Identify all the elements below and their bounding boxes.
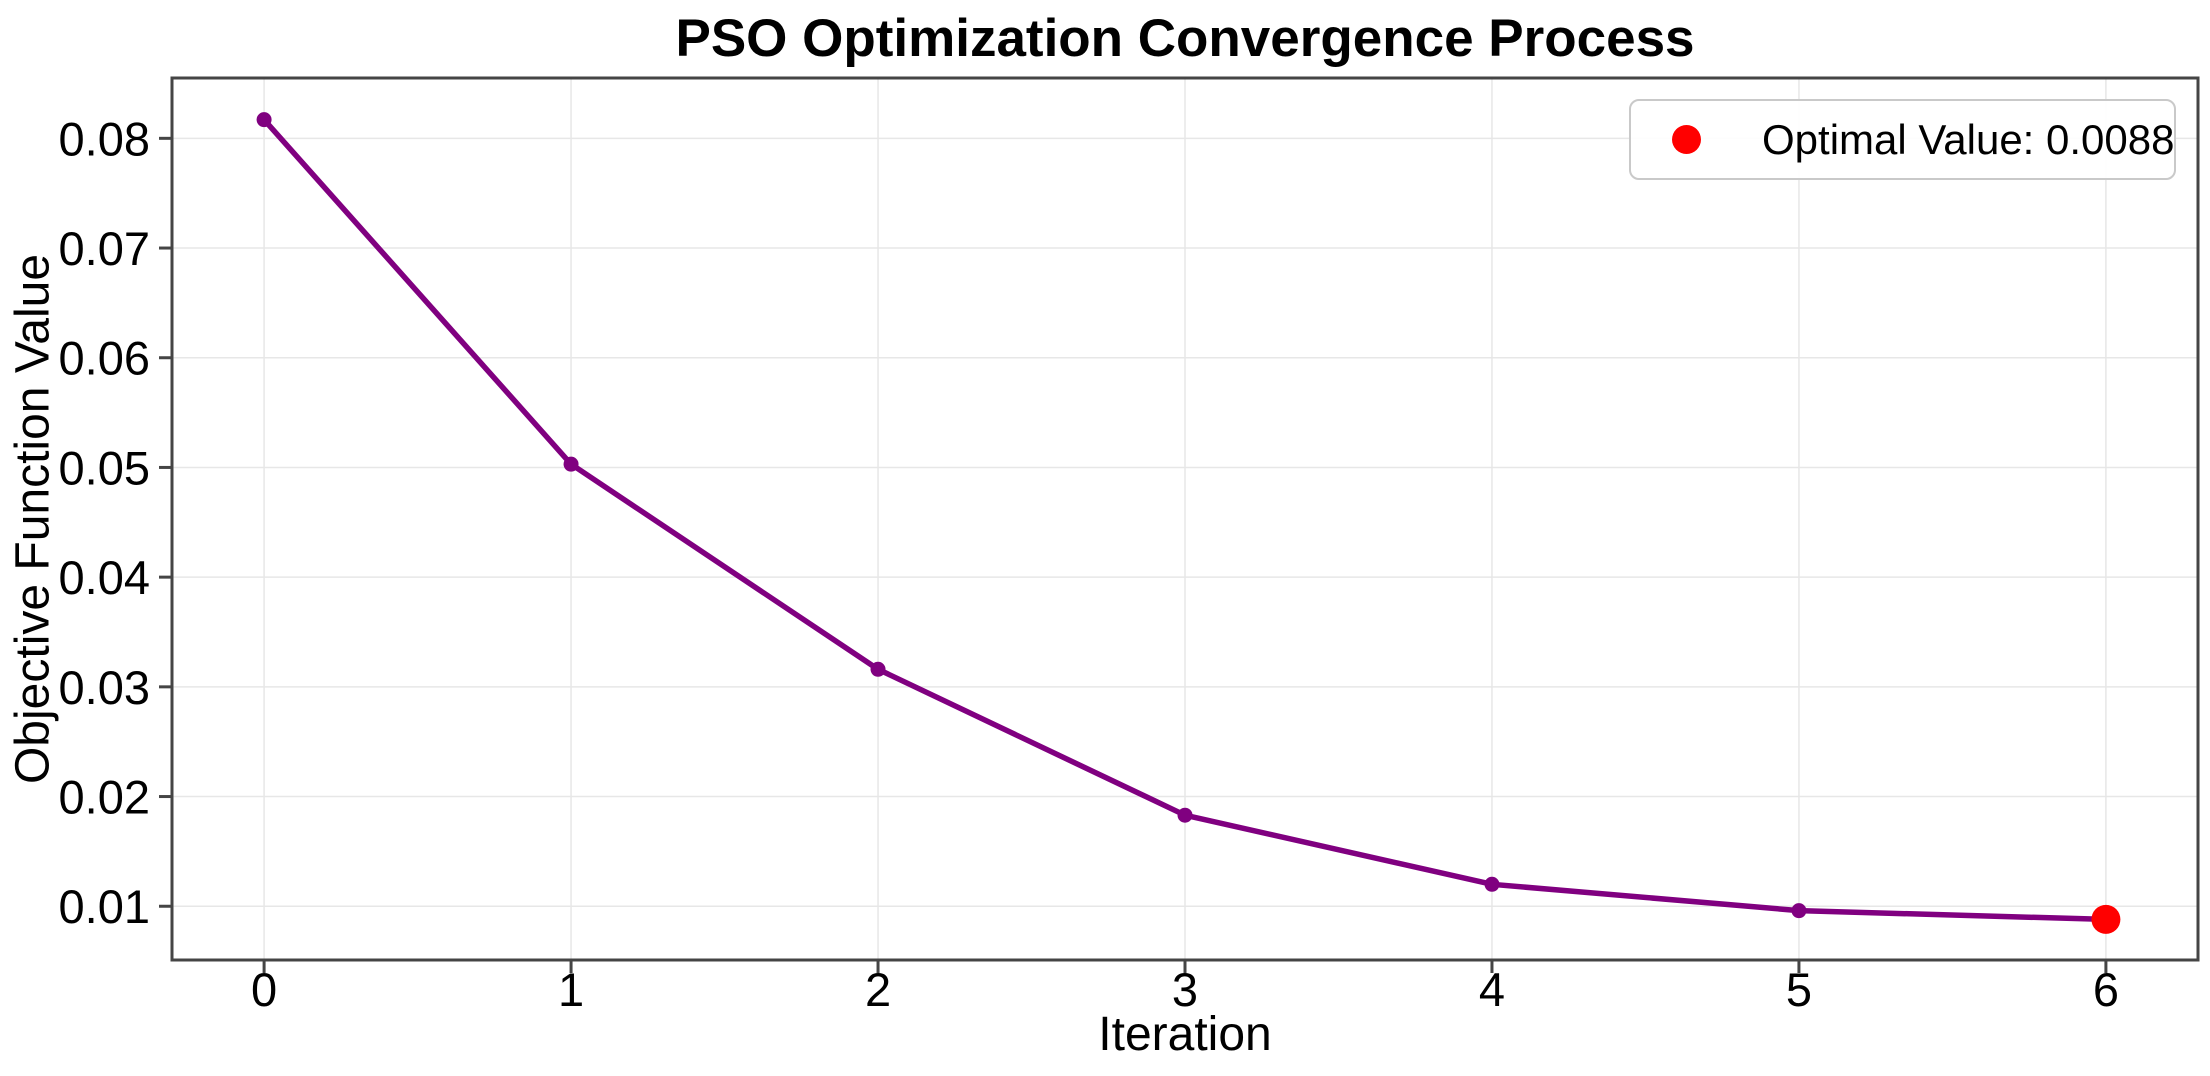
data-point-marker [256, 112, 272, 128]
y-tick-label: 0.08 [59, 112, 150, 165]
x-axis-title: Iteration [1098, 1008, 1272, 1061]
x-tick-label: 4 [1479, 963, 1505, 1016]
y-tick-label: 0.06 [59, 332, 150, 385]
optimal-point-marker [2091, 904, 2121, 934]
legend: Optimal Value: 0.0088 [1629, 99, 2176, 180]
data-point-marker [870, 661, 886, 677]
y-tick-label: 0.07 [59, 222, 150, 275]
y-tick-label: 0.05 [59, 441, 150, 494]
legend-label: Optimal Value: 0.0088 [1762, 115, 2175, 163]
x-tick-label: 0 [251, 963, 277, 1016]
chart-title: PSO Optimization Convergence Process [675, 9, 1695, 68]
x-tick-label: 5 [1786, 963, 1812, 1016]
y-tick-label: 0.02 [59, 771, 150, 824]
x-tick-label: 3 [1172, 963, 1198, 1016]
data-point-marker [1484, 876, 1500, 892]
x-tick-label: 6 [2093, 963, 2119, 1016]
y-tick-label: 0.04 [59, 551, 150, 604]
data-point-marker [1791, 903, 1807, 919]
x-tick-label: 1 [558, 963, 584, 1016]
x-tick-label: 2 [865, 963, 891, 1016]
legend-optimal-marker-icon [1672, 125, 1701, 154]
y-axis-title: Objective Function Value [6, 253, 60, 785]
data-point-marker [1177, 807, 1193, 823]
data-point-marker [563, 456, 579, 472]
y-tick-label: 0.01 [59, 880, 150, 933]
y-tick-label: 0.03 [59, 661, 150, 714]
